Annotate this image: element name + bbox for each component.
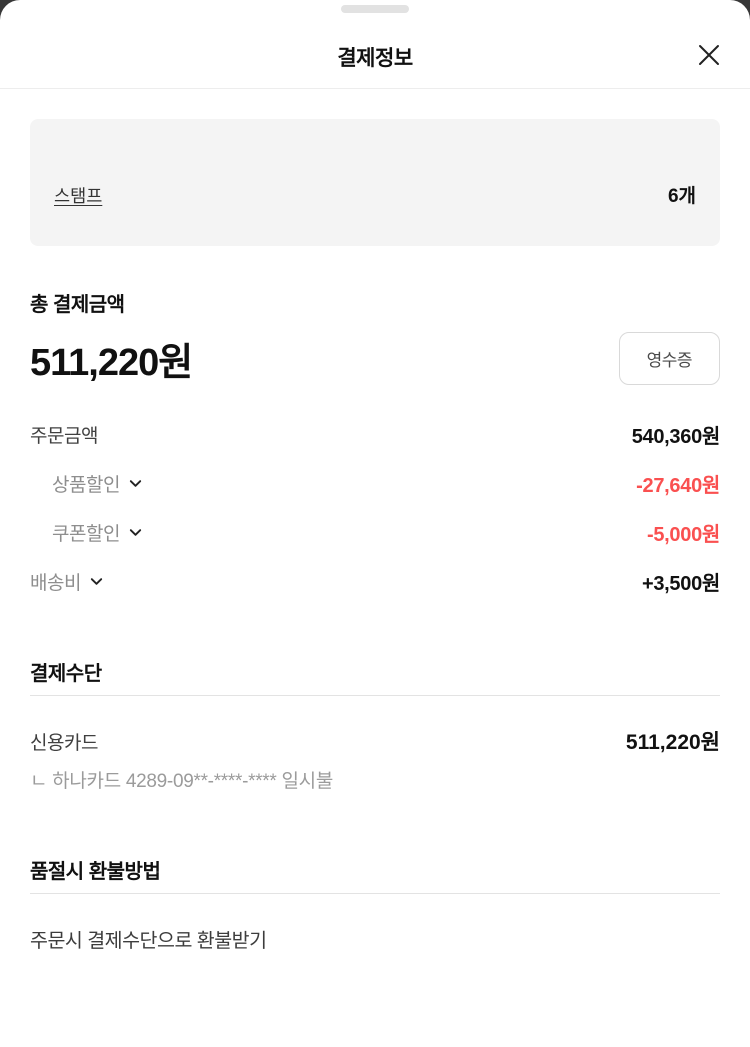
stamp-label[interactable]: 스탬프 [54,186,103,206]
chevron-down-icon[interactable] [128,476,143,491]
refund-method-body: 주문시 결제수단으로 환불받기 [30,930,267,952]
order-amount-row: 주문금액 540,360원 [30,421,720,448]
sheet-header: 결제정보 [0,0,750,89]
drag-handle[interactable] [341,5,409,13]
chevron-down-icon[interactable] [89,574,104,589]
total-payment-row: 511,220원 영수증 [30,331,720,385]
shipping-fee-label: 배송비 [30,573,81,594]
card-detail: ㄴ 하나카드 4289-09**-****-**** 일시불 [30,771,334,792]
coupon-discount-row: 쿠폰할인 -5,000원 [30,519,720,546]
total-payment-label: 총 결제금액 [30,294,125,316]
payment-method-row: 신용카드 511,220원 [30,726,720,756]
coupon-discount-value: -5,000원 [646,524,720,546]
payment-method-section: 결제수단 신용카드 511,220원 ㄴ 하나카드 4289-09**-****… [30,657,720,793]
payment-method-amount: 511,220원 [625,731,720,754]
sheet-content: 스탬프 6개 총 결제금액 511,220원 영수증 주문금액 540,360원… [0,119,750,953]
receipt-button[interactable]: 영수증 [618,331,720,385]
refund-method-section: 품절시 환불방법 주문시 결제수단으로 환불받기 [30,855,720,953]
stamp-summary-box: 스탬프 6개 [30,119,720,246]
product-discount-value: -27,640원 [636,475,720,497]
price-breakdown: 주문금액 540,360원 상품할인 -27,640원 쿠폰할인 [30,421,720,595]
payment-method-name: 신용카드 [30,732,98,754]
shipping-fee-row: 배송비 +3,500원 [30,568,720,595]
order-amount-label: 주문금액 [30,426,98,447]
order-amount-value: 540,360원 [631,426,721,448]
shipping-fee-value: +3,500원 [641,573,720,595]
coupon-discount-label: 쿠폰할인 [52,524,120,545]
product-discount-label: 상품할인 [52,475,120,496]
chevron-down-icon[interactable] [128,525,143,540]
close-button[interactable] [692,38,726,72]
close-icon [694,40,724,70]
stamp-count: 6개 [667,186,696,207]
refund-method-heading: 품절시 환불방법 [30,855,720,894]
page-title: 결제정보 [337,47,413,70]
total-payment-amount: 511,220원 [30,341,193,384]
product-discount-row: 상품할인 -27,640원 [30,470,720,497]
payment-method-heading: 결제수단 [30,657,720,696]
